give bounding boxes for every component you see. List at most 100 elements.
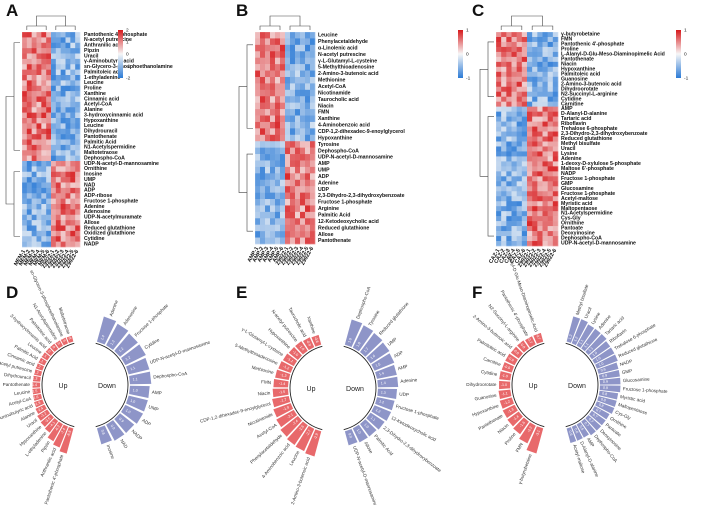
heatmap-cell bbox=[511, 66, 517, 73]
row-label: Palmitoleic acid bbox=[84, 69, 123, 75]
heatmap-cell bbox=[285, 147, 291, 155]
heatmap-cell bbox=[516, 136, 523, 142]
heatmap-cell bbox=[75, 139, 81, 146]
up-name: Acetyl-CoA bbox=[8, 396, 32, 407]
heatmap-cell bbox=[65, 96, 71, 103]
down-value: 0.9 bbox=[600, 367, 606, 372]
down-base-arc bbox=[95, 342, 129, 428]
heatmap-cell bbox=[532, 156, 538, 162]
up-value: -4.1 bbox=[49, 421, 56, 428]
heatmap-cell bbox=[290, 211, 296, 219]
heatmap-cell bbox=[41, 64, 47, 70]
down-value: 0.9 bbox=[118, 417, 124, 423]
heatmap-cell bbox=[255, 115, 261, 123]
heatmap-cell bbox=[41, 107, 47, 113]
down-value: 1.0 bbox=[595, 356, 601, 362]
heatmap-cell bbox=[270, 44, 276, 52]
heatmap-cell bbox=[65, 101, 71, 108]
down-name: Inosine bbox=[106, 444, 116, 460]
down-name: GMP bbox=[621, 368, 632, 375]
heatmap-cell bbox=[31, 42, 37, 49]
heatmap-cell bbox=[280, 173, 286, 181]
heatmap-cell bbox=[290, 147, 296, 155]
up-value: -2.1 bbox=[286, 412, 293, 419]
down-value: 0.6 bbox=[573, 428, 579, 434]
heatmap-cell bbox=[75, 118, 81, 124]
heatmap-cell bbox=[280, 109, 286, 116]
heatmap-cell bbox=[496, 221, 502, 227]
up-bar bbox=[287, 421, 308, 445]
heatmap-cell bbox=[22, 155, 28, 162]
heatmap-cell bbox=[305, 128, 311, 136]
heatmap-cell bbox=[542, 226, 548, 232]
heatmap-cell bbox=[506, 196, 512, 202]
heatmap-cell bbox=[547, 96, 554, 102]
heatmap-cell bbox=[496, 141, 502, 147]
heatmap-cell bbox=[31, 144, 37, 151]
heatmap-cell bbox=[270, 70, 276, 78]
up-value: -7.4 bbox=[60, 428, 66, 435]
heatmap-cell bbox=[496, 101, 502, 107]
heatmap-cell bbox=[532, 106, 538, 112]
heatmap-cell bbox=[285, 96, 291, 103]
heatmap-cell bbox=[280, 64, 286, 71]
heatmap-cell bbox=[55, 101, 61, 108]
heatmap-cell bbox=[285, 115, 291, 123]
heatmap-cell bbox=[552, 201, 559, 207]
heatmap-cell bbox=[275, 199, 281, 206]
heatmap-cell bbox=[26, 112, 32, 119]
row-label: Maltose 6'-phosphate bbox=[561, 166, 614, 172]
heatmap-cell bbox=[55, 69, 61, 76]
heatmap-cell bbox=[511, 56, 517, 63]
heatmap-cell bbox=[70, 220, 76, 226]
dendro-branch bbox=[531, 25, 554, 30]
heatmap-cell bbox=[70, 118, 76, 124]
heatmap-cell bbox=[501, 211, 507, 217]
heatmap-cell bbox=[537, 171, 543, 177]
heatmap-cell bbox=[552, 106, 559, 112]
heatmap-cell bbox=[46, 128, 52, 135]
heatmap-cell bbox=[275, 211, 281, 219]
heatmap-cell bbox=[496, 81, 502, 88]
up-bar bbox=[38, 357, 47, 366]
colorbar: 210-1-2 bbox=[118, 28, 131, 82]
heatmap-cell bbox=[22, 225, 28, 232]
heatmap-cell bbox=[537, 206, 543, 212]
heatmap-cell bbox=[46, 182, 52, 189]
row-label: Ornithine bbox=[561, 221, 584, 227]
heatmap-cell bbox=[310, 51, 316, 58]
down-value: 1.0 bbox=[363, 423, 369, 429]
row-label: 1-deoxy-D-xylulose 5-phosphate bbox=[561, 161, 641, 167]
heatmap-cell bbox=[26, 37, 32, 44]
heatmap-cell bbox=[280, 51, 286, 58]
heatmap-cell bbox=[60, 69, 66, 76]
heatmap-cell bbox=[537, 51, 543, 58]
row-label: Maltotetraose bbox=[84, 150, 118, 156]
heatmap-cell bbox=[506, 231, 512, 237]
down-value: 1.1 bbox=[588, 346, 594, 352]
heatmap-cell bbox=[75, 198, 81, 205]
down-bar bbox=[371, 353, 395, 371]
heatmap-cell bbox=[65, 58, 71, 65]
heatmap-cell bbox=[22, 220, 28, 226]
heatmap-cell bbox=[521, 36, 528, 43]
heatmap-cell bbox=[501, 106, 507, 112]
heatmap-cell bbox=[295, 64, 301, 71]
heatmap-cell bbox=[295, 186, 301, 193]
heatmap-cell bbox=[552, 226, 559, 232]
heatmap-cell bbox=[70, 198, 76, 205]
heatmap-cell bbox=[532, 211, 538, 217]
heatmap-cell bbox=[511, 86, 517, 93]
heatmap-cell bbox=[22, 123, 28, 130]
heatmap-cell bbox=[300, 186, 306, 193]
up-value: -3.1 bbox=[535, 430, 541, 437]
heatmap-cell bbox=[496, 36, 502, 43]
heatmap-cell bbox=[547, 186, 554, 192]
heatmap-cell bbox=[290, 224, 296, 232]
heatmap-cell bbox=[542, 66, 548, 73]
heatmap-cell bbox=[41, 230, 47, 237]
up-value: -1.2 bbox=[32, 370, 39, 375]
heatmap-cell bbox=[65, 161, 71, 167]
heatmap-cell bbox=[70, 171, 76, 178]
heatmap-cell bbox=[51, 230, 57, 237]
